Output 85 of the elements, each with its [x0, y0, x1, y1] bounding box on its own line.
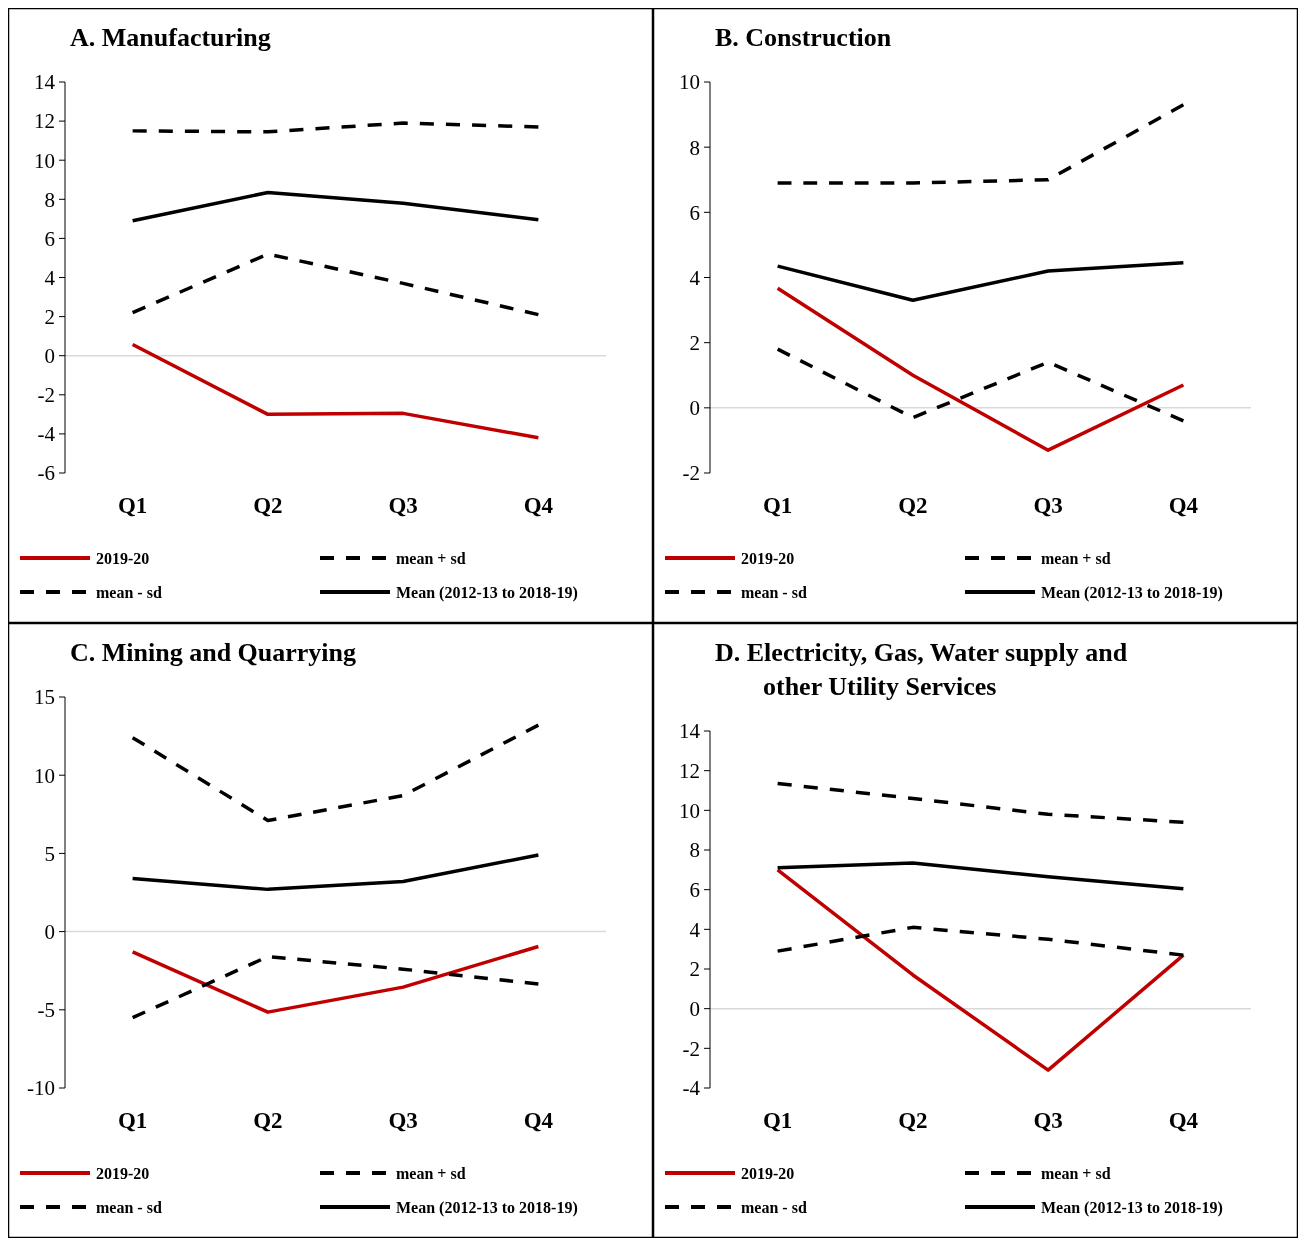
- legend-label: mean - sd: [96, 583, 162, 601]
- chart-title: A. Manufacturing: [70, 23, 271, 52]
- y-tick-label: 12: [34, 109, 55, 134]
- x-tick-label: Q4: [1168, 1108, 1199, 1133]
- y-tick-label: 10: [679, 798, 700, 823]
- y-tick-label: -5: [37, 998, 55, 1023]
- y-tick-label: -2: [682, 461, 700, 486]
- line-series: [130, 723, 541, 823]
- y-tick-label: 2: [689, 331, 700, 356]
- legend-label: Mean (2012-13 to 2018-19): [1041, 583, 1223, 602]
- legend-label: mean - sd: [96, 1198, 162, 1216]
- y-tick-label: 10: [679, 70, 700, 95]
- legend-label: mean - sd: [741, 583, 807, 601]
- line-series: [775, 286, 1186, 452]
- x-tick-label: Q3: [388, 493, 418, 518]
- line-series: [130, 121, 541, 134]
- y-tick-label: 8: [689, 838, 700, 863]
- x-tick-label: Q2: [253, 1108, 283, 1133]
- legend-label: 2019-20: [96, 1164, 150, 1182]
- x-tick-label: Q1: [117, 1108, 148, 1133]
- y-tick-label: 10: [34, 148, 55, 173]
- y-tick-label: 4: [689, 917, 701, 942]
- line-series: [130, 853, 541, 892]
- line-series: [775, 261, 1186, 303]
- line-series: [775, 347, 1186, 423]
- line-series: [130, 190, 541, 223]
- y-tick-label: 2: [689, 957, 700, 982]
- y-tick-label: -4: [682, 1076, 701, 1101]
- x-tick-label: Q2: [898, 1108, 928, 1133]
- y-tick-label: 6: [689, 200, 700, 225]
- x-tick-label: Q1: [762, 493, 793, 518]
- y-tick-label: 2: [44, 304, 55, 329]
- legend-label: mean + sd: [1041, 1164, 1111, 1182]
- legend-label: mean - sd: [741, 1198, 807, 1216]
- y-tick-label: -2: [682, 1036, 700, 1061]
- y-tick-label: 0: [689, 997, 700, 1022]
- x-tick-label: Q1: [117, 493, 148, 518]
- x-tick-label: Q1: [762, 1108, 793, 1133]
- x-tick-label: Q3: [1033, 493, 1063, 518]
- y-tick-label: 15: [34, 685, 55, 710]
- y-tick-label: 10: [34, 763, 55, 788]
- x-tick-label: Q4: [523, 493, 554, 518]
- legend-label: 2019-20: [96, 549, 150, 567]
- line-series: [775, 861, 1186, 891]
- y-tick-label: -4: [37, 422, 56, 447]
- legend-label: Mean (2012-13 to 2018-19): [1041, 1198, 1223, 1217]
- line-series: [775, 925, 1186, 957]
- x-tick-label: Q2: [253, 493, 283, 518]
- line-series: [775, 781, 1186, 824]
- chart-title: B. Construction: [715, 23, 892, 52]
- legend-label: mean + sd: [1041, 549, 1111, 567]
- chart-title: C. Mining and Quarrying: [70, 638, 357, 667]
- y-tick-label: 5: [44, 841, 55, 866]
- y-tick-label: 14: [679, 719, 701, 744]
- legend-label: Mean (2012-13 to 2018-19): [396, 583, 578, 602]
- x-tick-label: Q4: [523, 1108, 554, 1133]
- legend-label: 2019-20: [741, 1164, 795, 1182]
- line-series: [130, 252, 541, 317]
- y-tick-label: 8: [689, 135, 700, 160]
- y-tick-label: 0: [44, 344, 55, 369]
- y-tick-label: 14: [34, 70, 56, 95]
- y-tick-label: -2: [37, 383, 55, 408]
- y-tick-label: -10: [27, 1076, 55, 1101]
- x-tick-label: Q3: [388, 1108, 418, 1133]
- y-tick-label: 6: [689, 878, 700, 903]
- legend-label: mean + sd: [396, 1164, 466, 1182]
- y-tick-label: -6: [37, 461, 55, 486]
- legend-label: mean + sd: [396, 549, 466, 567]
- chart-title: D. Electricity, Gas, Water supply and other Utility Services: [715, 638, 1128, 701]
- y-tick-label: 4: [689, 265, 701, 290]
- x-tick-label: Q3: [1033, 1108, 1063, 1133]
- y-tick-label: 6: [44, 226, 55, 251]
- line-series: [130, 954, 541, 1020]
- y-tick-label: 12: [679, 759, 700, 784]
- legend-label: 2019-20: [741, 549, 795, 567]
- line-series: [775, 868, 1186, 1072]
- legend-label: Mean (2012-13 to 2018-19): [396, 1198, 578, 1217]
- x-tick-label: Q4: [1168, 493, 1199, 518]
- y-tick-label: 0: [44, 919, 55, 944]
- line-series: [130, 944, 541, 1014]
- y-tick-label: 0: [689, 396, 700, 421]
- y-tick-label: 4: [44, 265, 56, 290]
- y-tick-label: 8: [44, 187, 55, 212]
- line-series: [130, 342, 541, 440]
- x-tick-label: Q2: [898, 493, 928, 518]
